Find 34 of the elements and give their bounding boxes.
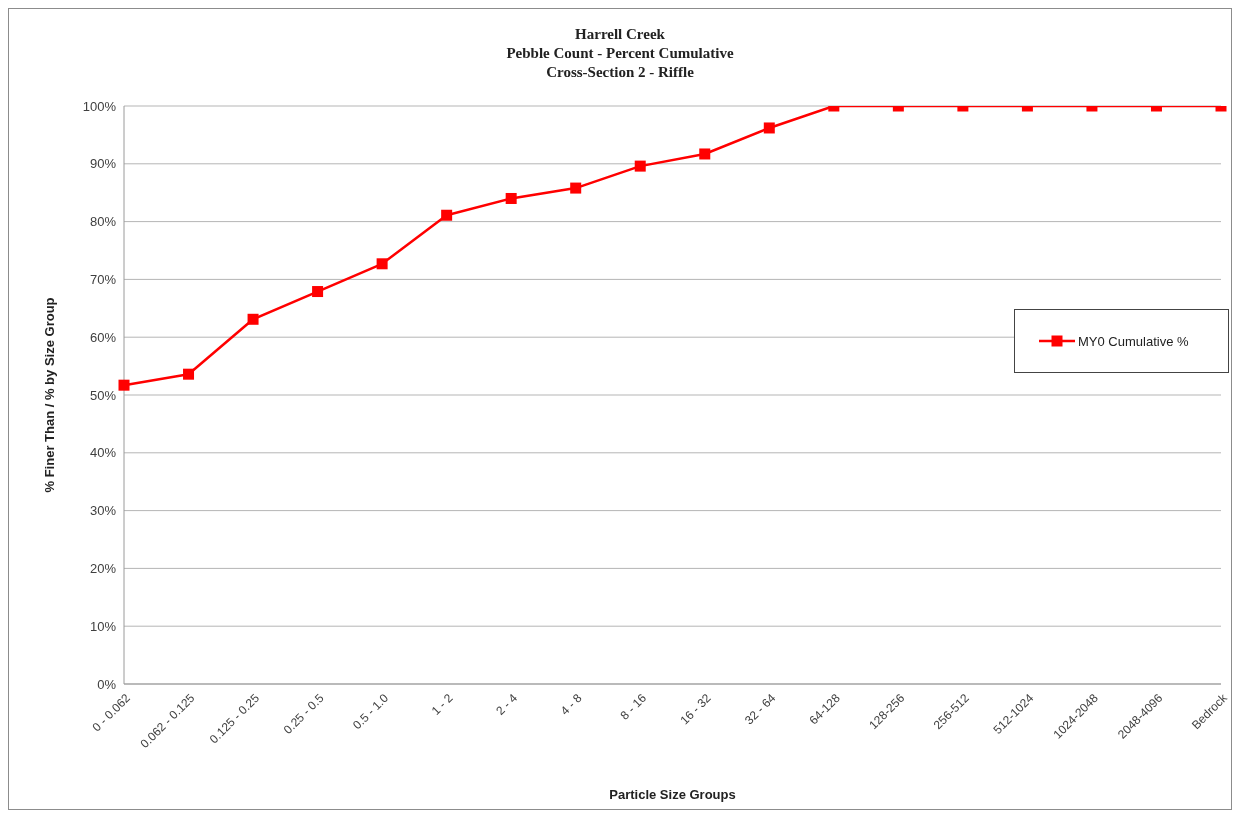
x-tick-label: 32 - 64 [741, 690, 779, 728]
point [118, 379, 130, 391]
point [183, 368, 195, 380]
y-tick-label: 90% [89, 156, 117, 172]
y-tick-label: 100% [82, 98, 117, 114]
point [247, 313, 259, 325]
y-tick-label: 20% [89, 561, 117, 577]
x-tick-label: 1 - 2 [428, 690, 456, 718]
point [634, 160, 646, 172]
point [441, 209, 453, 221]
y-tick-label: 70% [89, 272, 117, 288]
x-tick-label: 16 - 32 [677, 690, 714, 728]
y-tick-label: 40% [89, 445, 117, 461]
y-tick-label: 50% [89, 387, 117, 403]
x-tick-label: 0.5 - 1.0 [350, 690, 392, 733]
point [312, 286, 324, 298]
x-axis-title: Particle Size Groups [609, 787, 736, 802]
legend-frame: MY0 Cumulative % [1014, 309, 1229, 373]
y-tick-label: 80% [89, 214, 117, 230]
point [505, 192, 517, 204]
y-tick-label: 30% [89, 503, 117, 519]
y-tick-label: 10% [89, 618, 117, 634]
x-tick-label: 4 - 8 [557, 690, 585, 718]
point [699, 148, 711, 160]
point [376, 258, 388, 270]
y-tick-label: 60% [89, 329, 117, 345]
point [763, 122, 775, 134]
legend-label: MY0 Cumulative % [1078, 333, 1189, 349]
x-tick-label: 8 - 16 [617, 690, 650, 723]
x-tick-label: 2 - 4 [493, 690, 521, 718]
point [570, 182, 582, 194]
y-axis-title: % Finer Than / % by Size Group [41, 297, 57, 493]
y-tick-label: 0% [97, 676, 117, 692]
chart-title: Harrell Creek Pebble Count - Percent Cumulative Cross-Section 2 - Riffle [505, 25, 735, 82]
